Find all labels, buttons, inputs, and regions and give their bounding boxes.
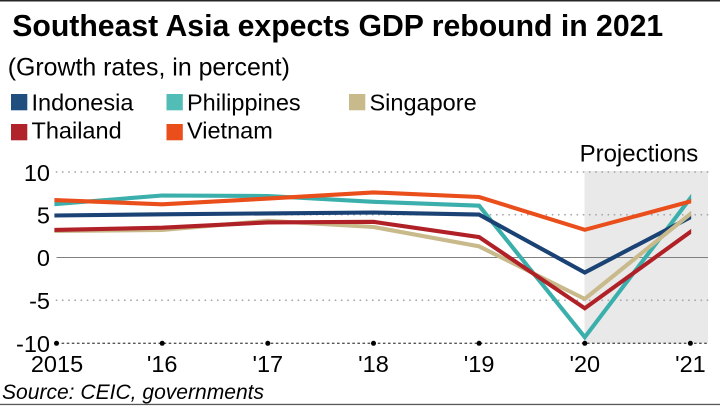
- svg-text:'21: '21: [675, 351, 706, 377]
- svg-text:Singapore: Singapore: [370, 90, 477, 116]
- svg-text:'20: '20: [569, 351, 600, 377]
- svg-text:10: 10: [24, 160, 50, 186]
- svg-text:-10: -10: [16, 331, 50, 357]
- svg-text:Vietnam: Vietnam: [187, 118, 273, 144]
- svg-text:'18: '18: [358, 351, 389, 377]
- svg-text:Thailand: Thailand: [32, 118, 122, 144]
- svg-text:Philippines: Philippines: [187, 90, 301, 116]
- svg-text:'19: '19: [464, 351, 495, 377]
- svg-text:'16: '16: [147, 351, 178, 377]
- svg-text:0: 0: [37, 245, 50, 271]
- svg-text:'17: '17: [252, 351, 283, 377]
- svg-text:(Growth rates, in percent): (Growth rates, in percent): [8, 54, 290, 82]
- svg-text:5: 5: [37, 203, 50, 229]
- svg-text:Indonesia: Indonesia: [32, 90, 135, 116]
- svg-text:Southeast Asia expects GDP reb: Southeast Asia expects GDP rebound in 20…: [12, 10, 663, 43]
- svg-text:2015: 2015: [31, 351, 83, 377]
- svg-text:Projections: Projections: [580, 141, 699, 168]
- svg-text:-5: -5: [29, 288, 50, 314]
- svg-text:Source: CEIC, governments: Source: CEIC, governments: [2, 381, 265, 404]
